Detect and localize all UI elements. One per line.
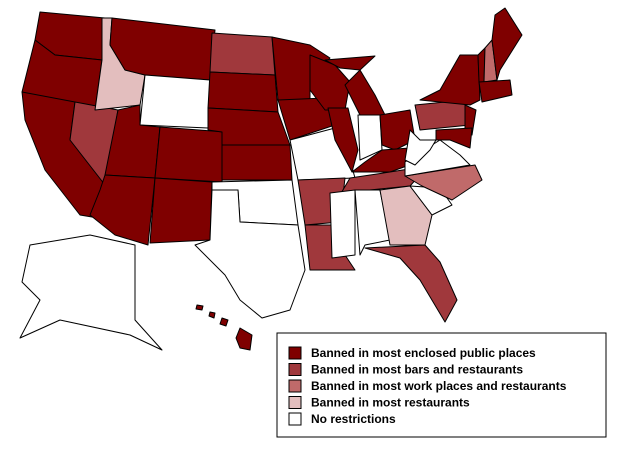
state [219, 317, 229, 327]
legend-label: Banned in most work places and restauran… [311, 379, 567, 393]
state [209, 32, 276, 76]
legend: Banned in most enclosed public places Ban… [288, 346, 567, 426]
state [221, 144, 293, 181]
state [354, 189, 391, 256]
legend-swatch [288, 379, 302, 393]
state [344, 69, 386, 116]
state [139, 74, 211, 129]
legend-label: Banned in most bars and restaurants [311, 363, 523, 377]
state [154, 126, 226, 183]
legend-swatch [288, 346, 302, 360]
state [404, 129, 437, 166]
state [435, 127, 473, 149]
legend-label: Banned in most restaurants [311, 396, 470, 410]
state [379, 109, 416, 151]
state [464, 104, 477, 136]
state [194, 189, 306, 319]
state [109, 17, 216, 81]
state [478, 79, 513, 103]
state [419, 54, 481, 106]
state [491, 7, 523, 81]
state [324, 55, 376, 71]
legend-swatch [288, 396, 302, 409]
state [329, 189, 356, 259]
legend-label: Banned in most enclosed public places [311, 346, 536, 360]
state [379, 185, 433, 246]
state [19, 234, 163, 351]
legend-box [276, 332, 607, 438]
state [195, 304, 204, 311]
state [235, 327, 253, 351]
legend-label: No restrictions [311, 412, 396, 426]
state [207, 71, 279, 113]
state [208, 311, 216, 319]
states [19, 7, 523, 351]
legend-swatch [288, 412, 302, 426]
legend-swatch [288, 363, 302, 376]
state [364, 244, 458, 323]
state [149, 177, 213, 244]
state [327, 107, 359, 173]
state [404, 164, 483, 201]
